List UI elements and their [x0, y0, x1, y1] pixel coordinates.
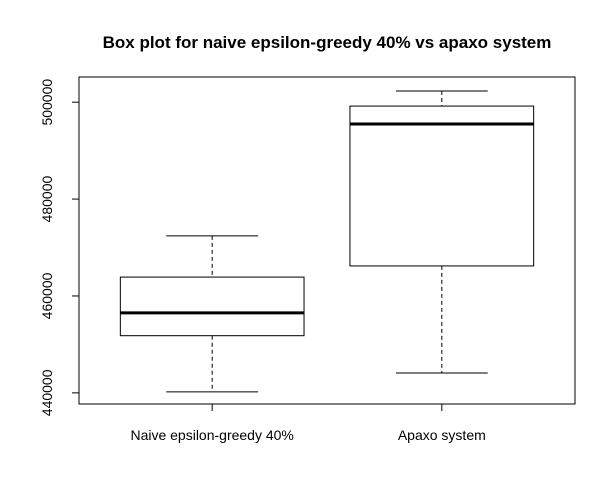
x-tick-label: Naive epsilon-greedy 40% — [130, 427, 293, 443]
plot-frame — [78, 76, 576, 405]
y-tick-label: 500000 — [39, 79, 55, 126]
y-tick-label: 440000 — [39, 369, 55, 416]
chart-title: Box plot for naive epsilon-greedy 40% vs… — [103, 33, 552, 52]
x-tick-label: Apaxo system — [398, 427, 486, 443]
y-tick-label: 460000 — [39, 272, 55, 319]
box — [349, 105, 535, 267]
y-tick-label: 480000 — [39, 176, 55, 223]
box — [119, 276, 305, 337]
